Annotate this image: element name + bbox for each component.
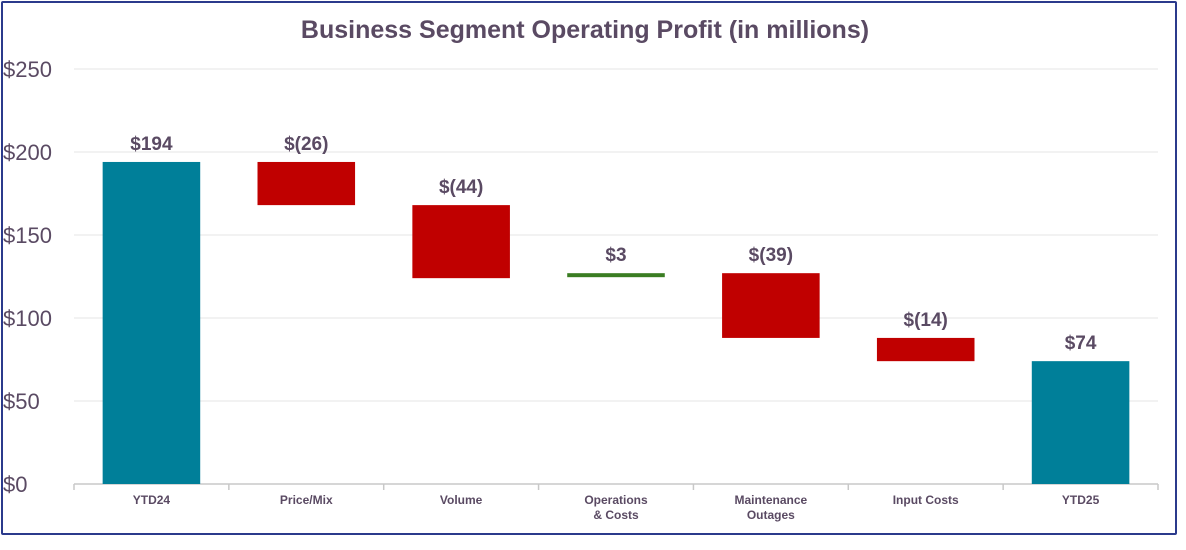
y-tick-label: $50	[3, 389, 40, 414]
x-tick-label: YTD24	[133, 493, 171, 507]
bar-operations-costs	[567, 273, 665, 278]
bar-volume	[412, 205, 510, 279]
bar-price-mix	[257, 161, 356, 206]
data-label: $74	[1065, 333, 1097, 354]
data-label: $(39)	[749, 245, 793, 266]
bar-maintenance-outages	[722, 273, 820, 338]
x-tick-label: Operations	[584, 493, 648, 507]
y-tick-label: $200	[3, 140, 52, 165]
bar-ytd25	[1031, 361, 1130, 484]
x-tick-label: Maintenance	[735, 493, 808, 507]
y-tick-label: $250	[3, 57, 52, 82]
x-tick-label: Volume	[440, 493, 483, 507]
data-label: $3	[605, 245, 626, 266]
chart-title: Business Segment Operating Profit (in mi…	[301, 16, 869, 44]
x-tick-label: & Costs	[593, 508, 639, 522]
y-tick-label: $150	[3, 223, 52, 248]
x-tick-label: Input Costs	[893, 493, 959, 507]
y-tick-label: $0	[3, 472, 27, 497]
bar-ytd24	[102, 161, 201, 484]
data-label: $194	[130, 134, 173, 155]
x-tick-label: YTD25	[1062, 493, 1100, 507]
bar-input-costs	[876, 337, 975, 362]
chart-frame	[1, 1, 1177, 535]
y-tick-label: $100	[3, 306, 52, 331]
x-tick-label: Outages	[747, 508, 795, 522]
data-label: $(14)	[904, 310, 948, 331]
data-label: $(44)	[439, 177, 483, 198]
data-label: $(26)	[284, 134, 328, 155]
x-tick-label: Price/Mix	[280, 493, 333, 507]
